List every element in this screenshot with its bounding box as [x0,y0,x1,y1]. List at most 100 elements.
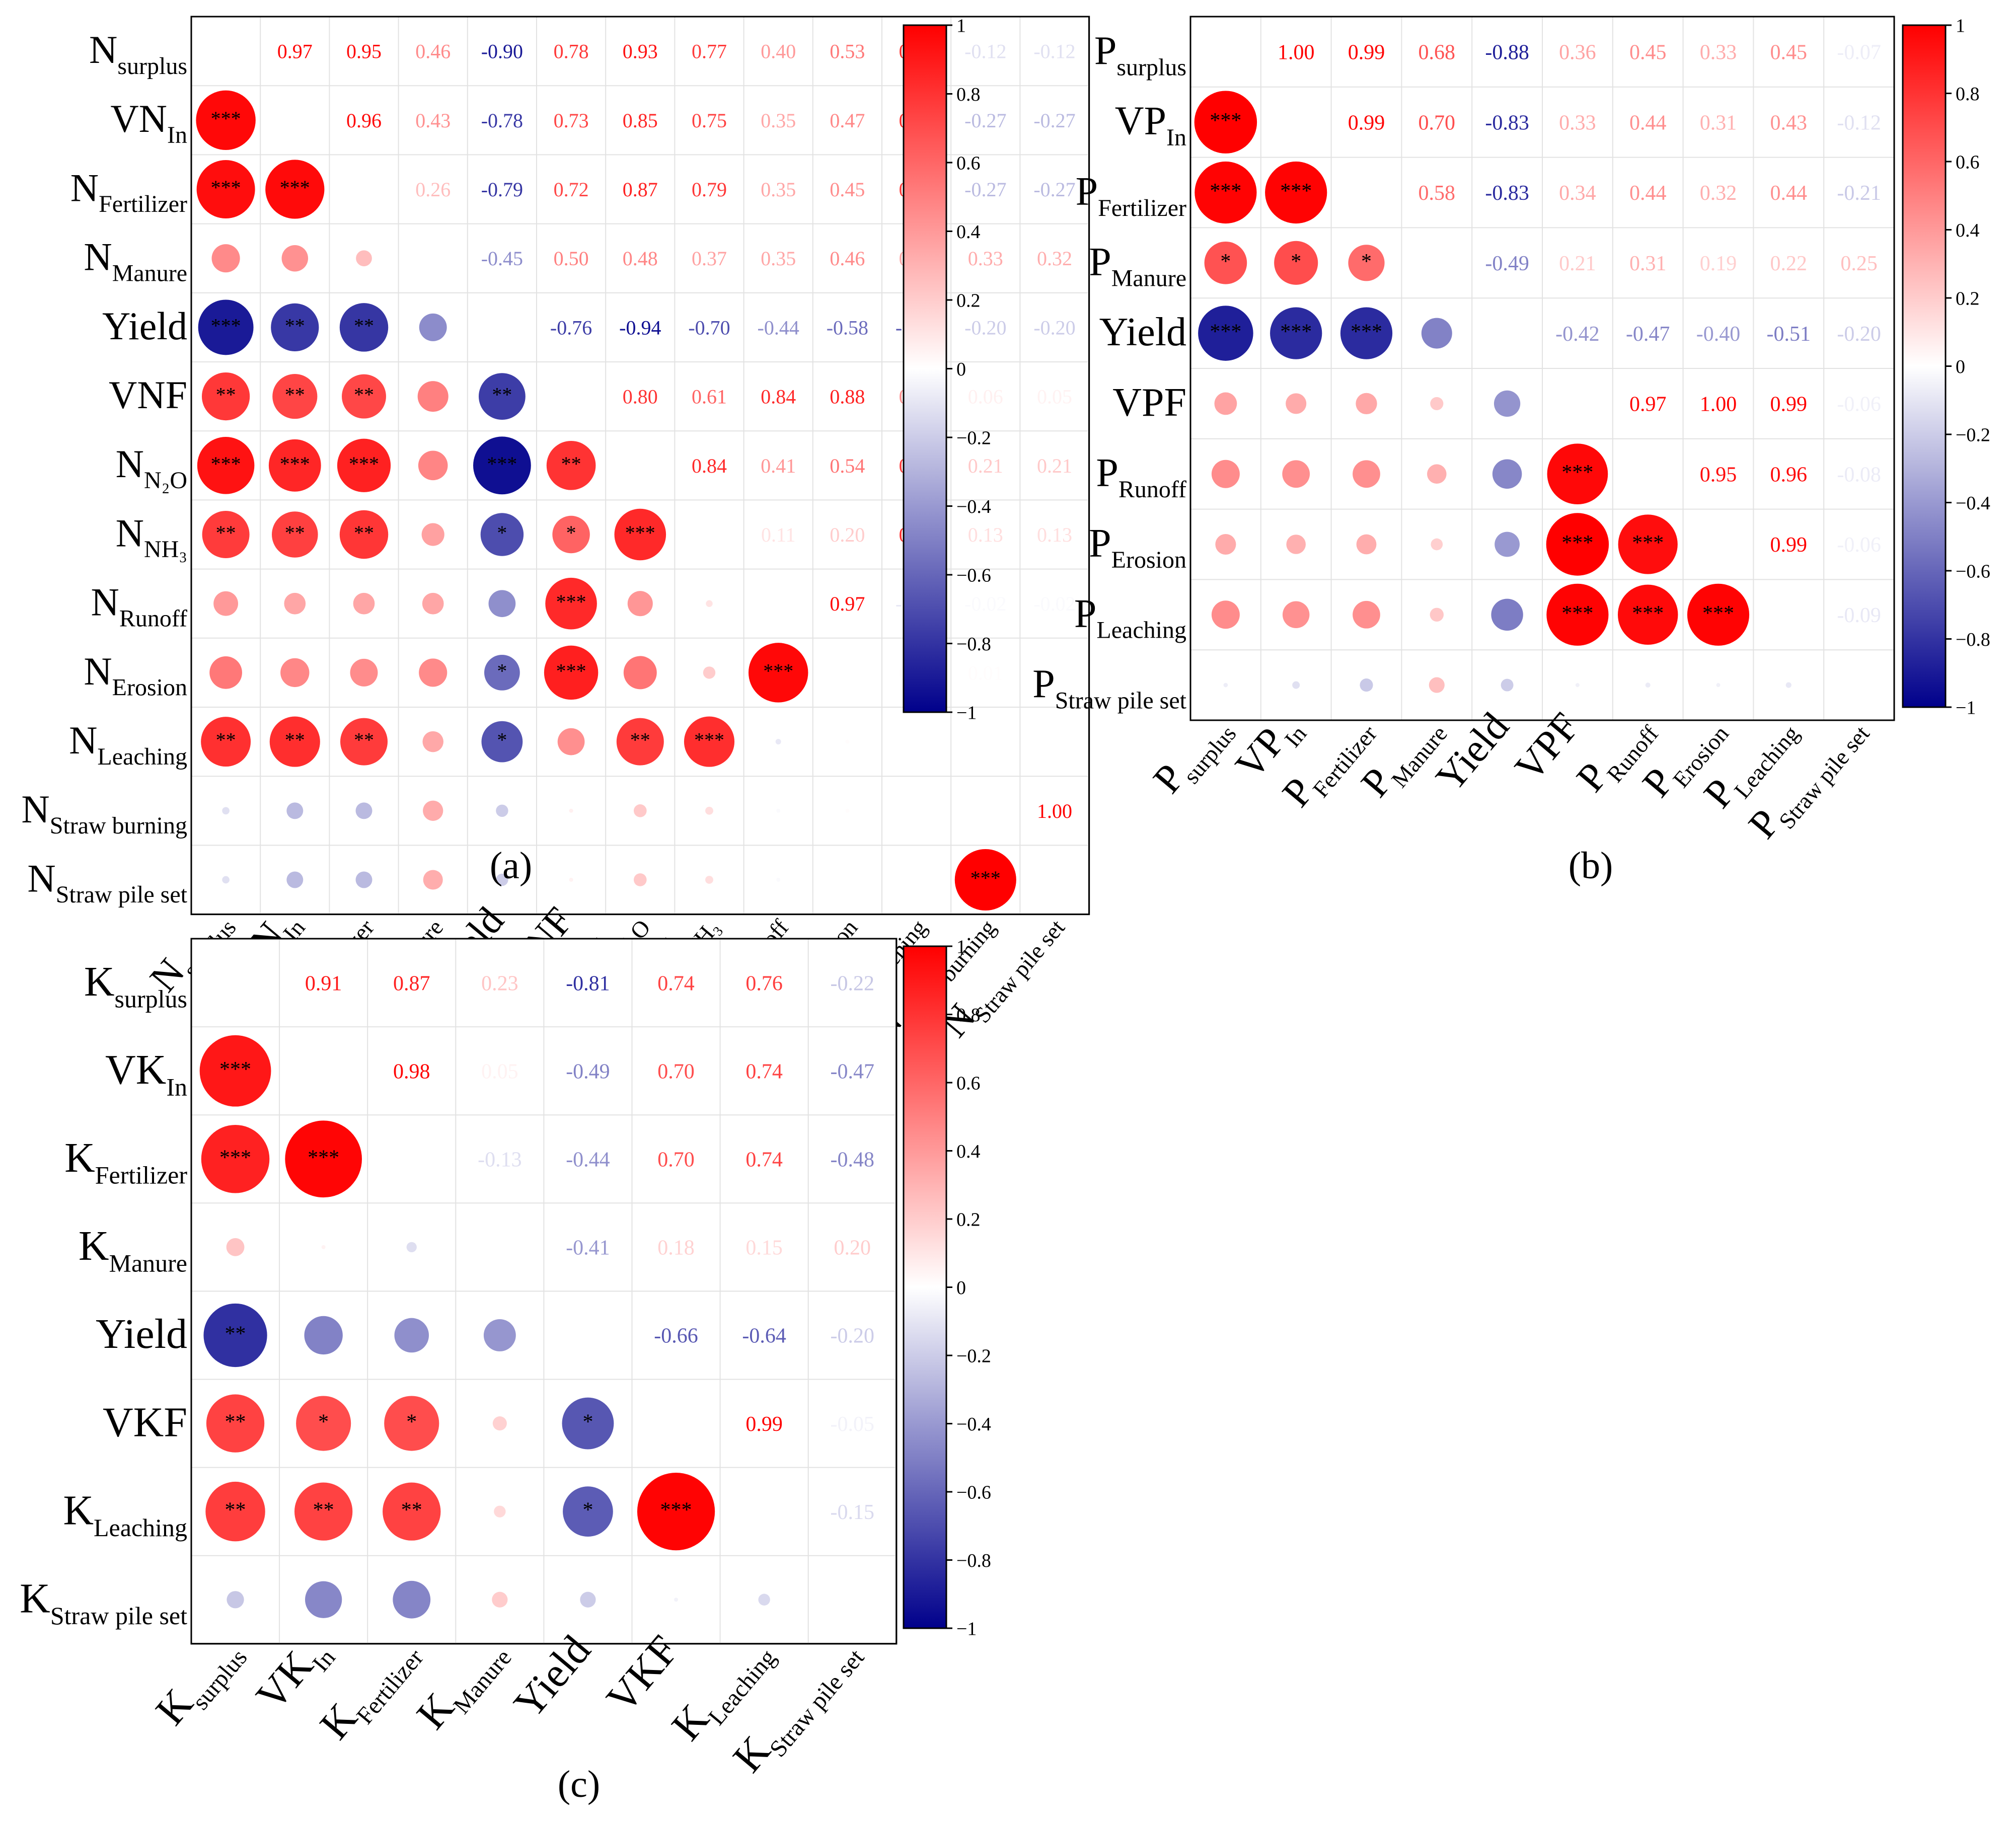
coefficient-label: -0.40 [1696,323,1741,346]
coefficient-label: 0.34 [1559,182,1596,205]
column-label-sub: Manure [448,1644,517,1719]
row-label: NLeaching [69,718,187,770]
correlation-circle [627,591,653,617]
coefficient-label: 0.48 [623,247,658,270]
row-label: NRunoff [91,580,187,632]
correlation-circle [286,802,304,819]
coefficient-label: 0.23 [481,972,518,995]
correlation-circle [337,438,391,492]
panel-label: (a) [490,845,532,887]
panel-b: 1.00 0.99 0.68 -0.88 0.36 0.45 0.33 0.45 -0.07**… [1032,15,1990,887]
coefficient-label: 0.70 [1418,111,1456,134]
row-label: KStraw pile set [20,1575,187,1630]
coefficient-label: 0.73 [554,109,589,132]
row-label: NStraw burning [21,787,187,839]
correlation-circle [199,1035,271,1107]
correlation-circle [1427,464,1447,484]
significance-stars: ** [285,729,305,751]
colorbar-tick-label: −0.2 [956,1345,991,1366]
colorbar [903,945,947,1629]
correlation-circle [562,1397,614,1450]
significance-stars: ** [561,452,581,475]
significance-stars: *** [219,1058,251,1081]
row-label: NFertilizer [70,166,187,217]
correlation-circle [914,808,919,813]
correlation-circle [1286,393,1307,414]
correlation-circle [281,245,309,272]
colorbar-tick-label: −1 [956,702,977,723]
correlation-circle [637,1473,715,1551]
coefficient-label: 0.79 [692,178,727,201]
row-label-sub: In [166,1073,187,1101]
correlation-circle [569,878,573,882]
correlation-circle [684,716,735,767]
significance-stars: *** [1210,109,1241,132]
correlation-circle [569,808,573,813]
coefficient-label: 0.47 [830,109,865,132]
panel-label: (b) [1569,845,1613,887]
coefficient-label: 0.26 [415,178,451,201]
colorbar-tick-label: 0.6 [956,153,981,174]
column-label-sub: Leaching [703,1644,781,1730]
correlation-circle [484,654,520,691]
significance-stars: *** [1561,532,1593,555]
correlation-circle [1430,608,1444,622]
colorbar-tick-label: 0.4 [956,221,981,243]
correlation-circle [265,160,325,219]
significance-stars: ** [354,314,374,337]
correlation-circle [1617,584,1678,645]
colorbar-tick-label: 0 [956,359,966,380]
coefficient-label: -0.09 [1837,604,1881,627]
correlation-circle [356,250,372,267]
row-label-base: VN [110,97,167,140]
correlation-circle [546,440,596,490]
coefficient-label: 0.99 [1770,534,1808,557]
coefficient-label: 0.31 [1700,111,1737,134]
row-label: NStraw pile set [27,856,187,908]
correlation-circle [492,1416,507,1431]
row-label-base: P [1089,240,1111,284]
correlation-circle [1429,677,1445,693]
row-label-sub: Runoff [119,605,187,632]
row-label: VNIn [110,97,187,148]
correlation-circle [355,871,372,888]
correlation-circle [1223,682,1228,688]
significance-stars: *** [1632,602,1664,625]
row-label-base: N [69,718,97,762]
panel-a: 0.970.950.46-0.900.780.930.770.400.530.8… [21,15,1090,1049]
coefficient-label: 0.32 [1037,247,1072,270]
coefficient-label: 0.40 [761,40,796,63]
plot-frame [190,16,1090,916]
correlation-circle [1215,534,1236,555]
coefficient-label: -0.64 [742,1325,786,1348]
colorbar-tick-label: 0.6 [1956,151,1980,173]
correlation-circle [419,313,447,341]
coefficient-label: -0.41 [566,1237,610,1260]
colorbar-tick-label: −0.4 [956,496,991,517]
correlation-circle [703,666,716,679]
significance-stars: ** [630,729,650,751]
correlation-circle [353,592,375,615]
plot-border [1189,16,1895,721]
column-label: KStraw pile set [724,1627,869,1786]
correlation-circle [206,1394,265,1453]
coefficient-label: 0.46 [830,247,865,270]
correlation-circle [422,731,443,752]
colorbar-tick-label: −0.8 [1956,629,1990,650]
row-label: VKF [103,1399,187,1446]
coefficient-label: 0.84 [692,454,727,477]
row-label-base: K [64,1134,95,1181]
correlation-circle [845,739,850,744]
coefficient-label: -0.47 [1626,323,1670,346]
significance-stars: ** [216,729,236,751]
correlation-circle [203,1303,267,1368]
row-label: PErosion [1089,521,1186,573]
correlation-circle [1204,241,1247,284]
coefficient-label: -0.78 [481,109,523,132]
significance-stars: * [566,521,576,544]
correlation-circle [494,1505,506,1517]
correlation-circle [222,807,230,815]
correlation-circle [954,849,1016,911]
significance-stars: *** [280,452,310,475]
coefficient-label: -0.83 [1485,111,1529,134]
